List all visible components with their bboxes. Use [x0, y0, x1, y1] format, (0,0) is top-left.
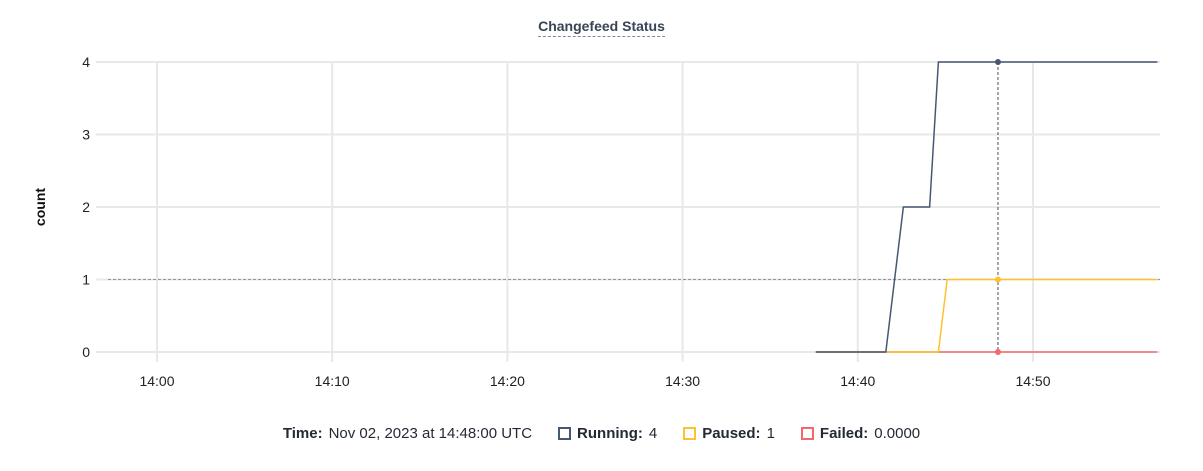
y-axis-label: count	[32, 188, 48, 226]
chart-plot[interactable]: 0 1 2 3 4 14:00 14:10 14:20 14:30 14:40 14:50 count	[0, 0, 1203, 410]
y-tick-label: 2	[82, 199, 90, 215]
time-value: Nov 02, 2023 at 14:48:00 UTC	[328, 425, 533, 442]
x-tick-label: 14:00	[139, 373, 174, 389]
legend-value: 1	[766, 425, 775, 442]
legend-label: Failed:	[819, 425, 869, 442]
y-tick-label: 3	[82, 127, 90, 143]
legend-item-running[interactable]: Running: 4	[558, 425, 657, 442]
chart-title: Changefeed Status	[0, 18, 1203, 37]
y-tick-label: 0	[82, 344, 90, 360]
legend: Time: Nov 02, 2023 at 14:48:00 UTC Runni…	[0, 425, 1203, 442]
hover-point-paused	[994, 276, 1001, 283]
hover-point-failed	[994, 349, 1001, 355]
x-tick-label: 14:50	[1015, 373, 1050, 389]
time-label: Time:	[282, 425, 323, 442]
legend-value: 0.0000	[874, 425, 921, 442]
hover-point-running	[994, 59, 1001, 65]
y-tick-label: 4	[82, 54, 90, 70]
y-tick-label: 1	[82, 272, 90, 288]
legend-item-paused[interactable]: Paused: 1	[683, 425, 775, 442]
running-swatch-icon	[558, 427, 572, 440]
legend-value: 4	[648, 425, 658, 442]
paused-swatch-icon	[683, 427, 697, 440]
failed-swatch-icon	[800, 427, 814, 440]
series-line-paused	[815, 278, 1158, 353]
chart-title-text: Changefeed Status	[538, 18, 665, 37]
legend-item-failed[interactable]: Failed: 0.0000	[800, 425, 921, 442]
legend-label: Paused:	[702, 425, 761, 442]
x-tick-label: 14:20	[490, 373, 525, 389]
legend-time: Time: Nov 02, 2023 at 14:48:00 UTC	[283, 425, 532, 442]
legend-label: Running:	[577, 425, 643, 442]
x-tick-label: 14:30	[665, 373, 700, 389]
x-tick-label: 14:10	[315, 373, 350, 389]
x-tick-label: 14:40	[840, 373, 875, 389]
